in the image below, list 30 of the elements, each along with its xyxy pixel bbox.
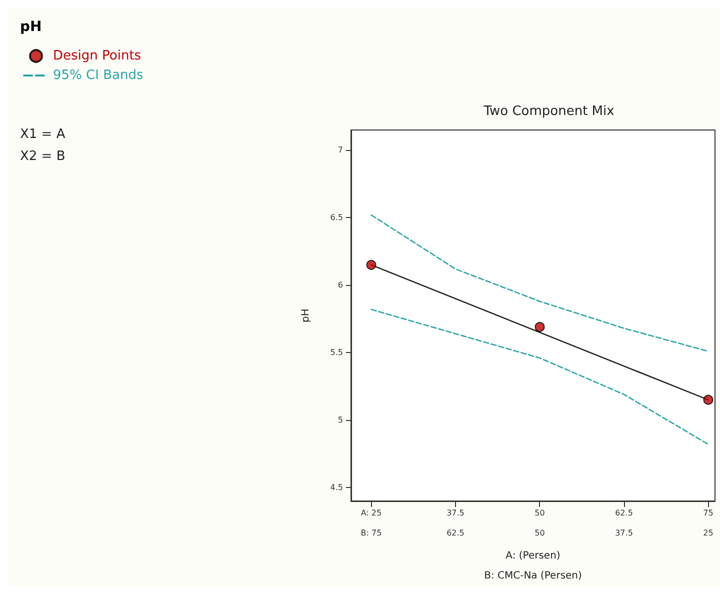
y-axis-title: pH [300,308,312,322]
y-tick-label: 5.5 [330,348,343,358]
y-tick-label: 6 [338,280,343,290]
x-tick-label: 62.5 [615,508,633,518]
legend-title: pH [20,19,42,35]
line-series [370,214,709,352]
text: X2 = B [20,149,66,164]
x-tick-label: 50 [534,508,545,518]
y-tick-label: 4.5 [330,483,343,492]
x2-tick-label: 50 [534,528,545,538]
x2-tick-label: 25 [703,528,714,538]
chart-title: Two Component Mix [482,104,615,119]
legend-label: 95% CI Bands [53,68,144,83]
y-tick-label: 5 [338,416,343,425]
point [534,322,545,332]
x2-tick-label: B: 75 [360,528,382,538]
text: X1 = A [20,127,66,142]
x-tick-label: 75 [703,508,714,518]
line-series [370,308,709,445]
legend-label: Design Points [53,48,142,64]
point [703,394,714,405]
x2-tick-label: 37.5 [615,528,633,538]
x-axis-title: A: (Persen) [506,550,560,562]
y-tick-label: 6.5 [330,213,343,222]
x-tick-label: A: 25 [360,508,382,518]
x2-axis-title: B: CMC-Na (Persen) [484,570,582,582]
x-tick-label: 37.5 [446,508,464,518]
x2-tick-label: 62.5 [446,528,464,538]
point [366,260,376,270]
y-tick-label: 7 [338,146,343,155]
